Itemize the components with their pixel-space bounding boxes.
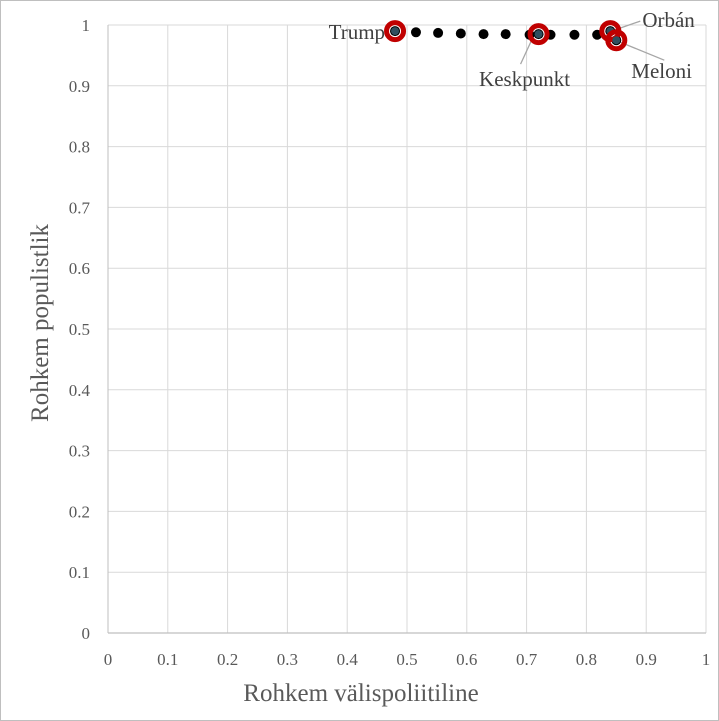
highlight-point xyxy=(612,36,621,45)
point-label-keskpunkt: Keskpunkt xyxy=(479,67,570,91)
highlight-ring xyxy=(605,29,628,52)
x-tick-label: 0.4 xyxy=(337,650,359,669)
point-label-orb-n: Orbán xyxy=(642,8,695,32)
data-point xyxy=(455,28,466,39)
highlight-ring xyxy=(527,23,550,46)
x-tick-label: 1 xyxy=(702,650,711,669)
x-tick-label: 0.1 xyxy=(157,650,178,669)
data-point xyxy=(433,27,444,38)
x-tick-label: 0.2 xyxy=(217,650,238,669)
point-label-meloni: Meloni xyxy=(631,59,692,83)
label-leader-line xyxy=(519,37,534,65)
y-tick-label: 0.4 xyxy=(69,381,91,400)
y-tick-label: 1 xyxy=(82,16,91,35)
y-tick-label: 0.7 xyxy=(69,198,91,217)
data-point xyxy=(569,29,580,40)
data-point xyxy=(500,29,511,40)
data-point xyxy=(410,27,421,38)
x-tick-label: 0.6 xyxy=(456,650,477,669)
x-tick-label: 0.3 xyxy=(277,650,298,669)
point-label-trump: Trump xyxy=(329,20,385,44)
point-labels: Trump Keskpunkt Orbán Meloni xyxy=(329,8,696,91)
x-tick-label: 0.8 xyxy=(576,650,597,669)
y-axis-title: Rohkem populistlik xyxy=(27,224,54,422)
data-point xyxy=(478,29,489,40)
data-points xyxy=(384,20,628,52)
x-tick-label: 0 xyxy=(104,650,113,669)
y-tick-label: 0.2 xyxy=(69,502,90,521)
y-tick-label: 0.1 xyxy=(69,563,90,582)
y-tick-label: 0.6 xyxy=(69,259,90,278)
highlight-point xyxy=(391,27,400,36)
gridlines xyxy=(107,24,707,634)
y-tick-label: 0.5 xyxy=(69,320,90,339)
tick-labels: 0 0.1 0.2 0.3 0.4 0.5 0.6 0.7 0.8 0.9 1 0 0.1 0.2 0.3 0… xyxy=(69,16,711,669)
x-tick-label: 0.9 xyxy=(636,650,657,669)
x-tick-label: 0.5 xyxy=(396,650,417,669)
highlight-point xyxy=(534,30,543,39)
y-tick-label: 0.8 xyxy=(69,138,90,157)
highlight-ring xyxy=(384,20,407,43)
y-tick-label: 0 xyxy=(82,624,91,643)
label-leader-line xyxy=(620,41,665,61)
x-tick-label: 0.7 xyxy=(516,650,538,669)
y-tick-label: 0.9 xyxy=(69,77,90,96)
y-tick-label: 0.3 xyxy=(69,442,90,461)
x-axis-title: Rohkem välispoliitiline xyxy=(243,680,478,707)
